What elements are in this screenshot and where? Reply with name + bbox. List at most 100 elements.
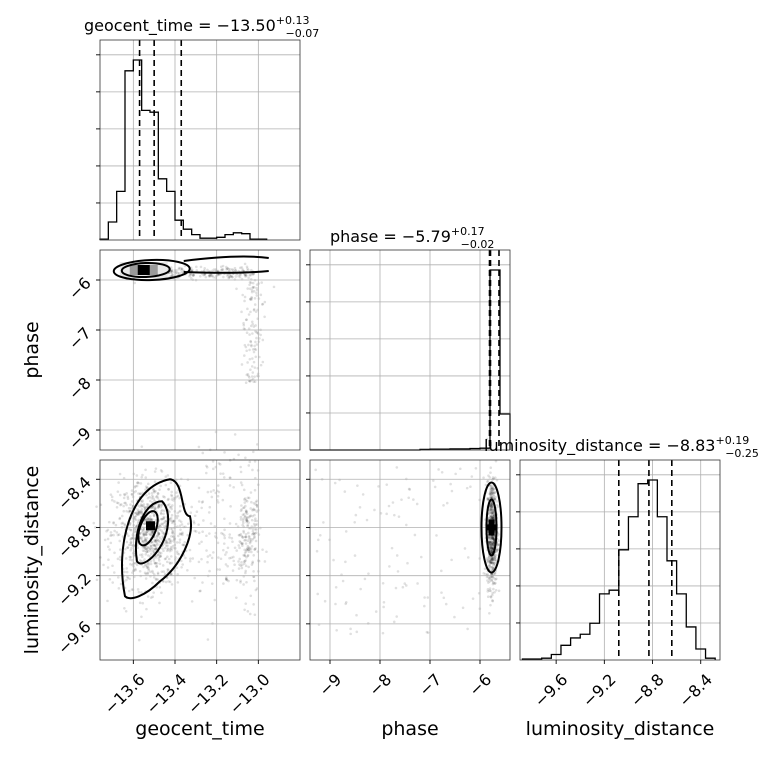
sample-geocent-phase xyxy=(255,291,258,295)
sample-geocent-lumdist xyxy=(223,534,226,537)
sample-geocent-lumdist xyxy=(148,515,152,518)
sample-geocent-lumdist xyxy=(145,550,148,554)
sample-phase-lumdist xyxy=(486,498,489,501)
sample-geocent-lumdist xyxy=(165,549,169,553)
sample-geocent-lumdist xyxy=(145,531,148,535)
sample-phase-lumdist xyxy=(353,554,357,557)
sample-phase-lumdist xyxy=(490,493,494,497)
sample-geocent-lumdist xyxy=(208,553,212,557)
sample-phase-lumdist xyxy=(489,492,493,495)
sample-geocent-lumdist xyxy=(253,536,256,540)
sample-phase-lumdist xyxy=(490,550,494,553)
sample-geocent-lumdist xyxy=(167,487,171,491)
sample-geocent-lumdist xyxy=(146,572,150,575)
sample-phase-lumdist xyxy=(397,515,401,518)
sample-geocent-lumdist xyxy=(239,564,243,567)
sample-geocent-lumdist xyxy=(239,579,242,583)
sample-phase-lumdist xyxy=(489,508,493,512)
sample-geocent-lumdist xyxy=(163,520,167,523)
sample-geocent-lumdist xyxy=(176,511,180,515)
sample-geocent-lumdist xyxy=(152,576,156,579)
sample-phase-lumdist xyxy=(483,567,487,571)
sample-phase-lumdist xyxy=(489,544,493,547)
sample-geocent-lumdist xyxy=(229,476,232,480)
sample-phase-lumdist xyxy=(365,518,369,522)
sample-phase-lumdist xyxy=(493,564,497,567)
sample-phase-lumdist xyxy=(403,582,407,585)
sample-geocent-lumdist xyxy=(229,505,232,508)
sample-geocent-lumdist xyxy=(157,505,160,509)
sample-geocent-lumdist xyxy=(153,507,157,511)
sample-geocent-lumdist xyxy=(225,551,228,554)
sample-phase-lumdist xyxy=(489,490,493,493)
sample-phase-lumdist xyxy=(493,491,497,494)
sample-phase-lumdist xyxy=(390,546,394,550)
sample-geocent-lumdist xyxy=(154,578,158,581)
sample-geocent-lumdist xyxy=(171,544,175,548)
sample-phase-lumdist xyxy=(416,582,419,585)
sample-geocent-phase xyxy=(253,375,256,378)
sample-geocent-lumdist xyxy=(148,532,151,535)
sample-geocent-lumdist xyxy=(141,546,145,549)
sample-geocent-lumdist xyxy=(155,577,158,581)
sample-geocent-lumdist xyxy=(136,512,140,516)
sample-geocent-lumdist xyxy=(152,513,156,517)
sample-geocent-lumdist xyxy=(153,573,156,576)
sample-geocent-lumdist xyxy=(156,554,160,557)
sample-phase-lumdist xyxy=(388,565,391,568)
sample-phase-lumdist xyxy=(486,497,489,500)
sample-geocent-lumdist xyxy=(139,537,143,540)
sample-phase-lumdist xyxy=(482,476,485,480)
sample-geocent-phase xyxy=(237,274,240,278)
sample-geocent-lumdist xyxy=(151,540,154,544)
sample-geocent-phase xyxy=(249,298,253,302)
sample-phase-lumdist xyxy=(488,587,492,590)
sample-geocent-lumdist xyxy=(103,538,107,542)
sample-geocent-phase xyxy=(259,363,263,367)
sample-geocent-lumdist xyxy=(253,613,257,617)
sample-phase-lumdist xyxy=(440,569,443,573)
sample-geocent-phase xyxy=(252,308,256,312)
sample-phase-lumdist xyxy=(490,501,493,504)
sample-geocent-phase xyxy=(254,355,258,359)
sample-geocent-lumdist xyxy=(161,523,164,526)
sample-geocent-lumdist xyxy=(133,485,137,489)
sample-geocent-phase xyxy=(243,343,247,347)
sample-geocent-lumdist xyxy=(163,509,166,513)
sample-geocent-phase xyxy=(233,266,237,270)
sample-geocent-phase xyxy=(255,336,258,340)
sample-phase-lumdist xyxy=(495,500,499,503)
sample-phase-lumdist xyxy=(355,613,358,617)
sample-geocent-phase xyxy=(208,274,211,278)
sample-phase-lumdist xyxy=(493,561,496,565)
contour-geocent-phase-outer xyxy=(112,258,191,282)
sample-phase-lumdist xyxy=(491,516,495,519)
xtick-label-luminosity_distance-0: −9.6 xyxy=(531,670,572,711)
sample-geocent-lumdist xyxy=(141,555,144,559)
sample-geocent-lumdist xyxy=(252,507,255,511)
sample-geocent-lumdist xyxy=(138,511,141,515)
sample-geocent-lumdist xyxy=(146,503,150,506)
sample-phase-lumdist xyxy=(490,549,494,553)
sample-geocent-lumdist xyxy=(197,500,201,503)
sample-geocent-lumdist xyxy=(152,490,156,494)
sample-geocent-phase xyxy=(243,295,247,299)
sample-geocent-phase xyxy=(169,274,173,278)
sample-geocent-lumdist xyxy=(157,531,160,535)
sample-phase-lumdist xyxy=(490,550,494,554)
sample-geocent-phase xyxy=(248,333,251,336)
sample-geocent-lumdist xyxy=(245,519,248,522)
sample-geocent-lumdist xyxy=(147,492,151,495)
sample-geocent-lumdist xyxy=(128,555,132,559)
sample-geocent-lumdist xyxy=(172,535,175,538)
sample-phase-lumdist xyxy=(488,493,492,496)
sample-phase-lumdist xyxy=(487,474,490,477)
sample-phase-lumdist xyxy=(492,587,495,591)
sample-phase-lumdist xyxy=(490,550,493,553)
sample-phase-lumdist xyxy=(419,555,423,559)
sample-geocent-lumdist xyxy=(206,638,210,641)
sample-geocent-lumdist xyxy=(146,519,149,522)
sample-geocent-lumdist xyxy=(247,496,251,500)
sample-geocent-phase xyxy=(261,338,265,342)
